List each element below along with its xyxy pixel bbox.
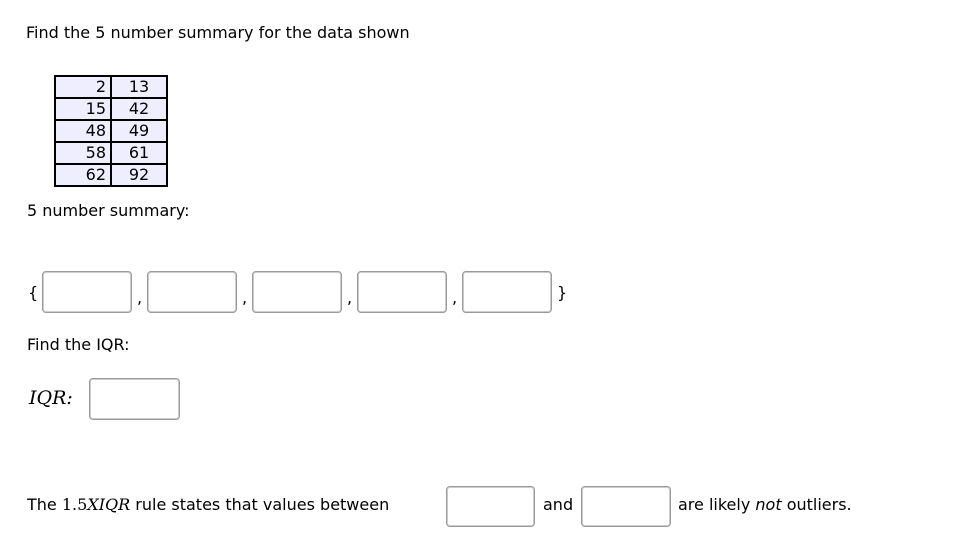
median-input[interactable] [252,271,342,313]
open-brace: { [28,283,39,302]
rule-text-end: outliers. [786,495,852,514]
table-cell: 15 [54,97,112,121]
q1-input[interactable] [147,271,237,313]
iqr-prompt: Find the IQR: [27,335,130,354]
table-cell: 58 [54,141,112,165]
table-cell: 2 [54,75,112,99]
comma: , [242,288,248,307]
rule-text-mid: rule states that values between [135,495,390,514]
rule-text-pre: The [27,495,57,514]
comma: , [452,288,458,307]
table-row: 15 42 [54,97,168,121]
close-brace: } [557,283,568,302]
comma: , [137,288,143,307]
max-input[interactable] [462,271,552,313]
upper-bound-input[interactable] [581,486,671,527]
table-row: 48 49 [54,119,168,143]
table-cell: 48 [54,119,112,143]
and-text: and [543,495,574,514]
table-row: 62 92 [54,163,168,187]
min-input[interactable] [42,271,132,313]
rule-number: 1.5 [61,495,88,514]
table-cell: 42 [110,97,168,121]
data-table: 2 13 15 42 48 49 58 61 62 92 [54,75,168,187]
comma: , [347,288,353,307]
table-cell: 62 [54,163,112,187]
rule-math: XIQR [87,495,131,514]
table-row: 2 13 [54,75,168,99]
table-cell: 61 [110,141,168,165]
table-row: 58 61 [54,141,168,165]
table-cell: 92 [110,163,168,187]
summary-label: 5 number summary: [27,201,190,220]
rule-text-not: not [755,495,782,514]
lower-bound-input[interactable] [446,486,535,527]
iqr-label: IQR: [29,387,73,409]
table-cell: 49 [110,119,168,143]
q3-input[interactable] [357,271,447,313]
question-text: Find the 5 number summary for the data s… [26,23,410,42]
table-cell: 13 [110,75,168,99]
rule-text-post: are likely [678,495,751,514]
iqr-input[interactable] [89,378,180,420]
